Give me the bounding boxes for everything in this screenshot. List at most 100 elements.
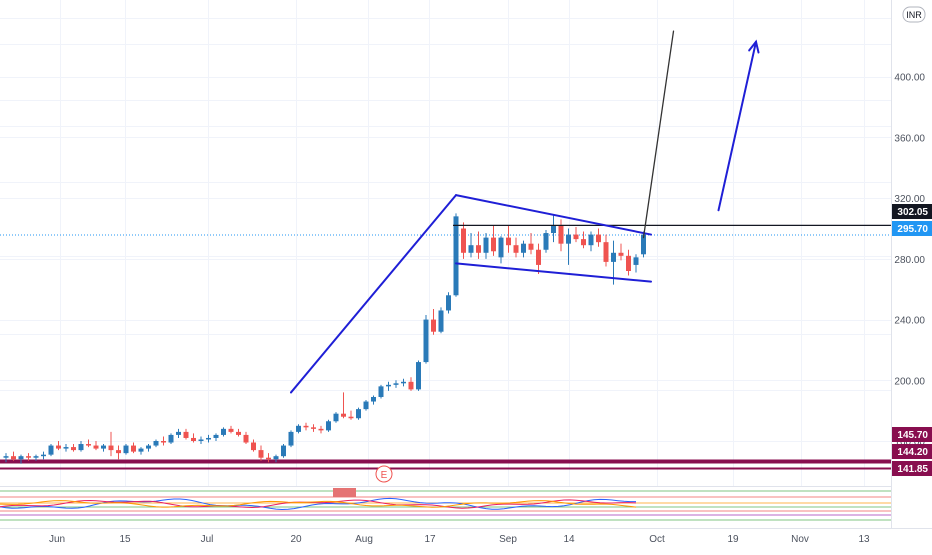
- earnings-event-label: E: [381, 470, 388, 481]
- candle[interactable]: [551, 214, 556, 243]
- candle[interactable]: [506, 225, 511, 253]
- candle[interactable]: [296, 424, 301, 434]
- candle[interactable]: [603, 234, 609, 267]
- candle[interactable]: [56, 441, 61, 451]
- candle[interactable]: [221, 427, 226, 437]
- candle[interactable]: [78, 441, 84, 452]
- candle[interactable]: [41, 451, 46, 460]
- candle[interactable]: [476, 231, 481, 259]
- candle[interactable]: [491, 225, 496, 256]
- candle[interactable]: [461, 222, 466, 259]
- candle[interactable]: [498, 236, 504, 264]
- candle[interactable]: [416, 360, 421, 391]
- candle-body: [101, 445, 106, 449]
- candle[interactable]: [281, 444, 286, 458]
- candle[interactable]: [71, 444, 76, 452]
- candle[interactable]: [596, 228, 601, 247]
- candles[interactable]: [3, 213, 647, 464]
- candle[interactable]: [573, 226, 579, 243]
- candle[interactable]: [3, 453, 9, 463]
- candle[interactable]: [363, 400, 369, 411]
- flag-lower-line[interactable]: [455, 262, 652, 283]
- candle[interactable]: [288, 430, 294, 448]
- candle[interactable]: [566, 228, 571, 265]
- candle[interactable]: [168, 433, 174, 445]
- candle[interactable]: [63, 444, 69, 452]
- candle[interactable]: [183, 428, 189, 440]
- candle[interactable]: [326, 419, 331, 432]
- candle[interactable]: [393, 380, 399, 388]
- candle[interactable]: [33, 454, 39, 461]
- candle[interactable]: [176, 428, 181, 438]
- projection-arrow[interactable]: [717, 40, 757, 212]
- candle[interactable]: [243, 431, 249, 445]
- candle[interactable]: [228, 425, 234, 434]
- candle[interactable]: [468, 233, 474, 258]
- candle[interactable]: [356, 407, 361, 420]
- candle[interactable]: [131, 442, 136, 454]
- candle[interactable]: [446, 292, 451, 314]
- candle[interactable]: [371, 395, 376, 405]
- candle[interactable]: [206, 434, 211, 443]
- candle[interactable]: [101, 444, 106, 452]
- candle[interactable]: [116, 445, 121, 460]
- candle[interactable]: [236, 428, 241, 437]
- candle[interactable]: [408, 377, 414, 391]
- candle[interactable]: [378, 384, 384, 399]
- candle[interactable]: [423, 315, 429, 364]
- candle[interactable]: [138, 447, 144, 455]
- projection-line[interactable]: [642, 30, 675, 239]
- candle[interactable]: [536, 243, 541, 275]
- candle[interactable]: [626, 249, 631, 276]
- candle[interactable]: [618, 243, 624, 261]
- candle[interactable]: [161, 436, 166, 446]
- candle[interactable]: [93, 441, 99, 451]
- candle[interactable]: [401, 378, 406, 387]
- candle[interactable]: [251, 439, 256, 452]
- candle[interactable]: [146, 444, 151, 452]
- price-axis[interactable]: 160.00 200.00 240.00 280.00 320.00 360.00 400.…: [894, 73, 925, 448]
- candle[interactable]: [588, 231, 594, 252]
- candle[interactable]: [543, 230, 549, 253]
- candle[interactable]: [633, 254, 639, 273]
- candle[interactable]: [483, 233, 489, 259]
- candle[interactable]: [48, 444, 54, 457]
- candle[interactable]: [528, 233, 534, 255]
- time-axis[interactable]: Jun 15 Jul 20 Aug 17 Sep 14 Oct 19 Nov 13: [49, 534, 870, 545]
- candle[interactable]: [11, 451, 16, 461]
- candle[interactable]: [153, 439, 159, 448]
- candle[interactable]: [18, 454, 24, 464]
- candle-body: [311, 427, 316, 429]
- candle[interactable]: [266, 453, 271, 463]
- candle[interactable]: [386, 381, 391, 391]
- candle[interactable]: [26, 453, 31, 461]
- candle[interactable]: [453, 213, 459, 297]
- candle[interactable]: [303, 422, 309, 431]
- candle[interactable]: [198, 436, 204, 445]
- pattern-drawings[interactable]: [290, 30, 891, 394]
- candle[interactable]: [311, 424, 316, 432]
- flagpole-line[interactable]: [290, 194, 457, 394]
- candle[interactable]: [431, 308, 436, 335]
- currency-badge[interactable]: INR: [902, 6, 926, 23]
- candle[interactable]: [123, 444, 129, 455]
- candle[interactable]: [581, 231, 586, 249]
- flag-upper-line[interactable]: [455, 194, 652, 236]
- candle[interactable]: [341, 392, 346, 419]
- earnings-event-marker[interactable]: E: [375, 465, 393, 483]
- candle[interactable]: [258, 445, 264, 461]
- candle[interactable]: [521, 240, 526, 258]
- candle[interactable]: [438, 307, 444, 334]
- candle[interactable]: [213, 433, 219, 441]
- candle[interactable]: [191, 433, 196, 443]
- candle[interactable]: [273, 454, 279, 463]
- candle[interactable]: [333, 412, 339, 423]
- candle[interactable]: [348, 410, 354, 420]
- candle[interactable]: [318, 425, 324, 434]
- candle[interactable]: [558, 219, 564, 252]
- candle[interactable]: [108, 431, 114, 457]
- candle[interactable]: [513, 237, 519, 258]
- candle[interactable]: [86, 439, 91, 448]
